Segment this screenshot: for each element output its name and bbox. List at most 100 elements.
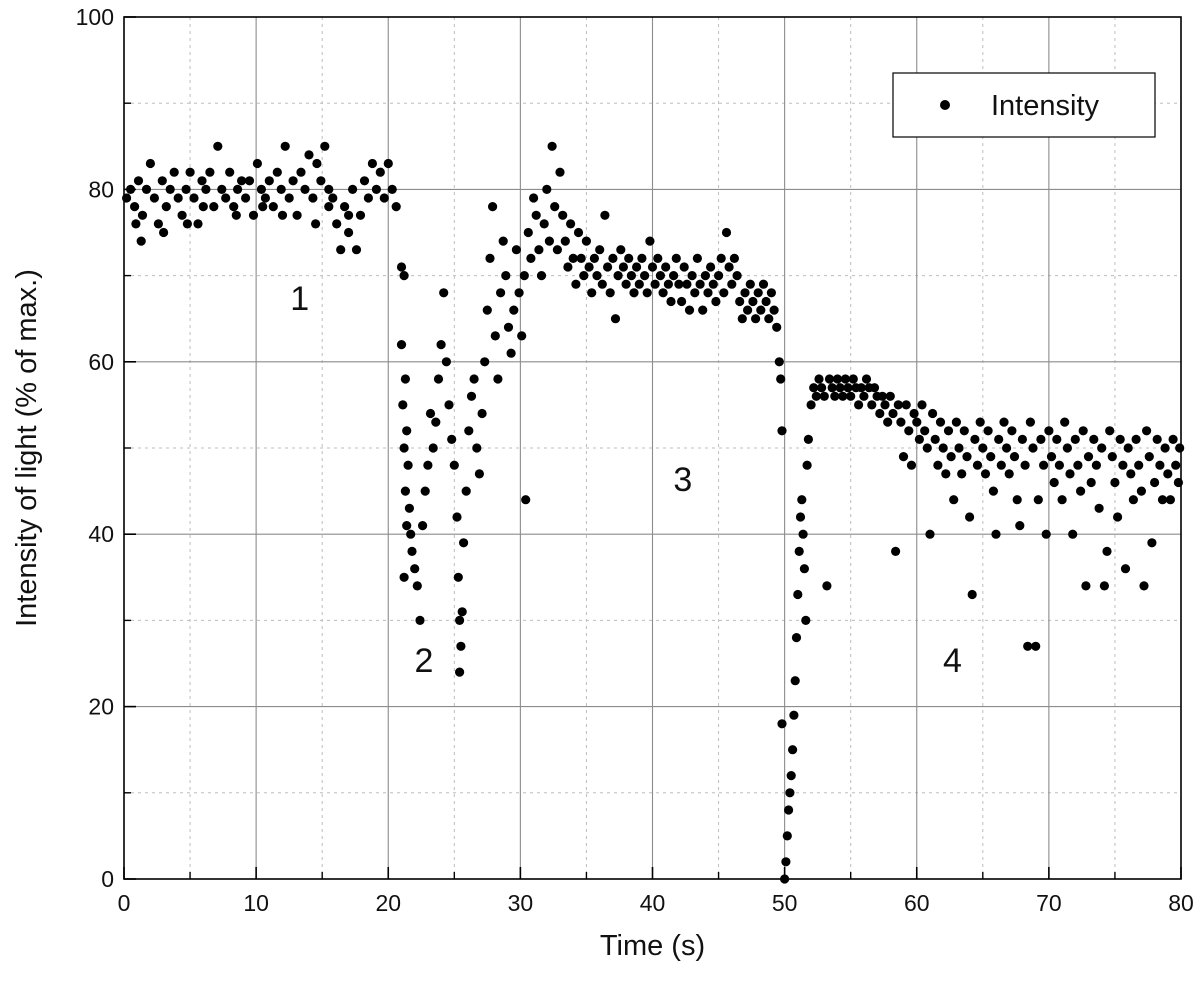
data-point [398,400,408,410]
data-point [967,589,977,600]
data-point [856,383,866,393]
x-tick-label: 60 [904,890,930,916]
data-point [404,503,414,513]
data-point [399,443,409,453]
data-point [758,279,769,289]
data-point [1039,460,1049,470]
data-point [972,460,983,470]
data-point [978,443,988,453]
data-point [703,288,713,298]
data-point [743,305,753,315]
data-point [418,521,428,531]
legend-label: Intensity [991,90,1099,122]
data-point [795,512,806,522]
data-point [1136,486,1146,496]
data-point [400,486,410,496]
data-point [896,417,906,427]
data-point [563,262,573,272]
x-tick-label: 70 [1036,890,1062,916]
data-point [634,279,644,289]
data-point [276,184,286,194]
data-point [258,202,268,212]
data-point [983,426,993,436]
data-point [996,460,1006,470]
data-point [581,236,592,246]
data-point [751,314,761,324]
data-point [181,184,191,194]
data-point [383,158,393,169]
y-tick-label: 40 [88,521,114,547]
data-point [786,771,796,781]
data-point [141,184,152,194]
data-point [542,184,552,194]
data-point [1041,529,1051,539]
data-point [1017,434,1027,444]
data-point [854,400,864,410]
minor-gridlines [124,17,1181,879]
data-point [632,262,642,272]
data-point [312,158,322,169]
data-point [209,202,219,212]
data-point [832,374,843,384]
data-point [1163,469,1173,479]
x-tick-label: 30 [508,890,534,916]
data-point [642,288,652,298]
data-point [461,486,471,496]
data-point [550,202,560,212]
data-point [933,460,943,470]
data-point [729,253,740,263]
data-point [772,322,782,332]
data-point [875,408,885,419]
data-point [410,564,420,574]
data-point [485,253,495,263]
data-point [975,417,985,427]
data-point [415,615,425,626]
data-point [336,245,346,255]
data-point [793,589,803,600]
data-point [1062,443,1072,453]
data-point [669,271,679,281]
data-point [784,805,794,815]
data-point [248,210,259,220]
data-point [233,184,243,194]
data-point [469,374,479,384]
data-point [740,288,750,298]
data-point [888,408,898,419]
data-point [571,279,581,289]
data-point [603,262,613,272]
data-point [745,279,755,289]
data-point [647,262,658,272]
data-point [456,641,466,651]
data-point [1002,443,1012,453]
data-point [843,383,853,393]
data-point [472,443,482,453]
data-point [994,434,1004,444]
data-point [714,271,724,281]
data-point [506,348,516,358]
data-point [452,512,462,522]
data-point [935,417,946,427]
x-tick-label: 20 [375,890,401,916]
data-point [1046,452,1057,462]
data-point [610,314,621,324]
data-point [999,417,1009,427]
data-point [547,141,557,151]
data-point [1078,426,1088,436]
data-point [277,210,288,220]
data-point [1049,477,1059,488]
data-point [613,271,623,281]
data-point [490,331,500,341]
data-point [536,271,547,281]
x-tick-label: 10 [243,890,269,916]
major-gridlines [124,17,1181,879]
data-point [268,202,278,212]
data-point [848,374,858,384]
data-point [1110,477,1120,488]
data-point [917,400,927,410]
data-point [965,512,975,522]
y-tick-label: 0 [101,866,114,892]
data-point [605,288,615,298]
data-point [727,279,737,289]
data-point [679,262,689,272]
